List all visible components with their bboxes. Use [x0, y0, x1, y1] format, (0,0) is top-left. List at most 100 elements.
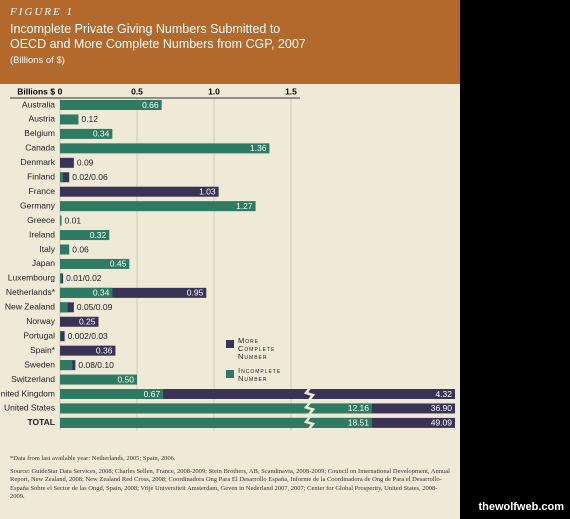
axis-break [303, 401, 316, 416]
bar [60, 302, 68, 313]
chart-title: Incomplete Private Giving Numbers Submit… [10, 22, 306, 51]
bar [60, 287, 113, 298]
figure-label: FIGURE 1 [10, 6, 74, 18]
bar [60, 244, 70, 255]
value-label: 0.36 [96, 345, 113, 355]
bar [60, 258, 130, 269]
category-label: France [29, 186, 56, 196]
value-label: 0.34 [93, 288, 110, 298]
x-tick-label: 0 [58, 86, 63, 96]
category-label: Norway [26, 316, 56, 326]
axis-break [303, 416, 316, 430]
value-label: 0.45 [110, 259, 127, 269]
category-label: Denmark [21, 157, 56, 167]
bar [60, 201, 256, 212]
value-label: 18.51 [348, 418, 370, 428]
category-label: Japan [32, 258, 55, 268]
category-label: Greece [27, 215, 55, 225]
bar [60, 143, 270, 154]
value-label: 0.12 [81, 114, 98, 124]
category-label: Australia [22, 99, 55, 109]
bar [60, 215, 62, 226]
bar [60, 360, 73, 371]
bar [60, 128, 113, 139]
value-label: 0.08/0.10 [78, 360, 114, 370]
category-label: United Kingdom [0, 388, 55, 398]
watermark: thewolfweb.com [478, 501, 564, 513]
bar [60, 114, 79, 125]
axis-break [303, 387, 316, 401]
value-label: 1.36 [250, 143, 267, 153]
bar [60, 273, 62, 284]
value-label: 0.01/0.02 [66, 273, 102, 283]
value-label: 1.03 [199, 186, 216, 196]
value-label: 0.06 [72, 244, 89, 254]
legend-swatch [226, 340, 234, 348]
legend-label: More Complete Number [238, 336, 276, 361]
value-label: 0.002/0.03 [68, 331, 108, 341]
bar [60, 100, 162, 110]
value-label: 0.50 [117, 374, 134, 384]
category-label: TOTAL [27, 417, 55, 427]
category-label: Spain* [30, 345, 56, 355]
value-label: 0.09 [77, 158, 94, 168]
category-label: Austria [29, 114, 56, 124]
bar [60, 417, 372, 428]
value-label: 0.01 [65, 215, 82, 225]
bar [60, 316, 99, 327]
value-label: 0.66 [142, 100, 159, 110]
category-label: New Zealand [5, 302, 55, 312]
chart: Billions $0 0.5 1.0 1.5 Australia 0.66 Austria… [0, 86, 455, 431]
category-label: United States [4, 403, 55, 413]
header: FIGURE 1 Incomplete Private Giving Numbe… [0, 0, 460, 84]
category-label: Sweden [24, 359, 55, 369]
bar [60, 403, 372, 414]
legend-label: Incomplete Number [238, 366, 282, 383]
x-axis-label: Billions $ [17, 86, 55, 96]
bar [60, 287, 207, 298]
category-label: Italy [39, 244, 55, 254]
value-label: 49.09 [431, 418, 453, 428]
bar [60, 172, 70, 183]
bar [60, 345, 116, 356]
value-label: 0.67 [144, 389, 161, 399]
value-label: 12.16 [348, 403, 370, 413]
category-label: Luxembourg [8, 273, 56, 283]
value-label: 36.90 [431, 403, 453, 413]
subtitle: (Billions of $) [10, 55, 65, 66]
bar [60, 172, 64, 183]
category-label: Portugal [23, 330, 55, 340]
value-label: 0.02/0.06 [72, 172, 108, 182]
category-label: Ireland [29, 229, 55, 239]
bar [60, 157, 74, 168]
value-label: 0.32 [90, 230, 107, 240]
bar [60, 331, 61, 342]
x-tick-label: 1.5 [285, 86, 297, 96]
category-label: Belgium [24, 128, 55, 138]
legend-swatch [226, 370, 234, 378]
bar [60, 389, 455, 399]
footnotes: *Data from last available year: Netherla… [10, 455, 450, 502]
category-label: Netherlands* [6, 287, 56, 297]
bar [60, 230, 110, 241]
value-label: 0.34 [93, 129, 110, 139]
value-label: 0.05/0.09 [77, 302, 113, 312]
bar [60, 374, 137, 385]
value-label: 4.32 [435, 389, 452, 399]
category-label: Canada [25, 143, 55, 153]
source: Source: GuideStar Data Services, 2008; C… [10, 467, 450, 501]
bar [60, 186, 219, 197]
category-label: Finland [27, 172, 55, 182]
value-label: 0.25 [79, 317, 96, 327]
footnote: *Data from last available year: Netherla… [10, 455, 176, 462]
value-label: 1.27 [236, 201, 253, 211]
x-tick-label: 1.0 [208, 86, 220, 96]
category-label: Germany [20, 200, 56, 210]
value-label: 0.95 [187, 288, 204, 298]
title-block: Incomplete Private Giving Numbers Submit… [10, 22, 310, 68]
x-tick-label: 0.5 [131, 86, 143, 96]
bar [60, 389, 164, 399]
category-label: Switzerland [11, 374, 55, 384]
bar [60, 331, 65, 342]
